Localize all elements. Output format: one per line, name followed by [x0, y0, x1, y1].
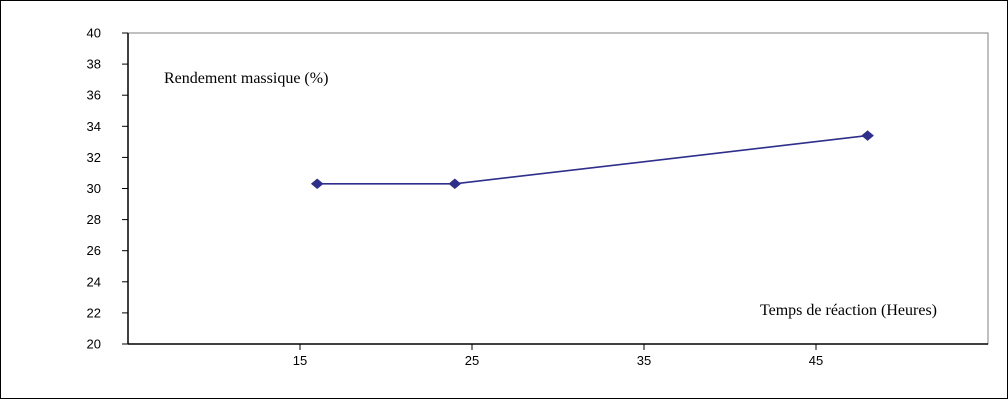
x-tick-label: 35	[637, 353, 651, 368]
x-tick-label: 25	[465, 353, 479, 368]
y-tick-label: 30	[87, 181, 101, 196]
y-tick-label: 34	[87, 119, 101, 134]
y-axis-title: Rendement massique (%)	[164, 70, 328, 87]
y-tick-label: 28	[87, 212, 101, 227]
y-tick-label: 22	[87, 305, 101, 320]
x-tick-label: 15	[293, 353, 307, 368]
data-point-marker	[310, 178, 324, 190]
plot-area	[127, 32, 989, 345]
x-axis-title: Temps de réaction (Heures)	[760, 302, 937, 319]
data-point-marker	[448, 178, 462, 190]
y-tick-label: 38	[87, 57, 101, 72]
y-tick-label: 36	[87, 88, 101, 103]
y-tick-label: 26	[87, 243, 101, 258]
y-tick-label: 32	[87, 150, 101, 165]
y-tick-label: 40	[87, 26, 101, 41]
x-tick-label: 45	[809, 353, 823, 368]
data-point-marker	[861, 130, 874, 141]
y-tick-label: 20	[87, 337, 101, 352]
y-tick-label: 24	[87, 274, 101, 289]
